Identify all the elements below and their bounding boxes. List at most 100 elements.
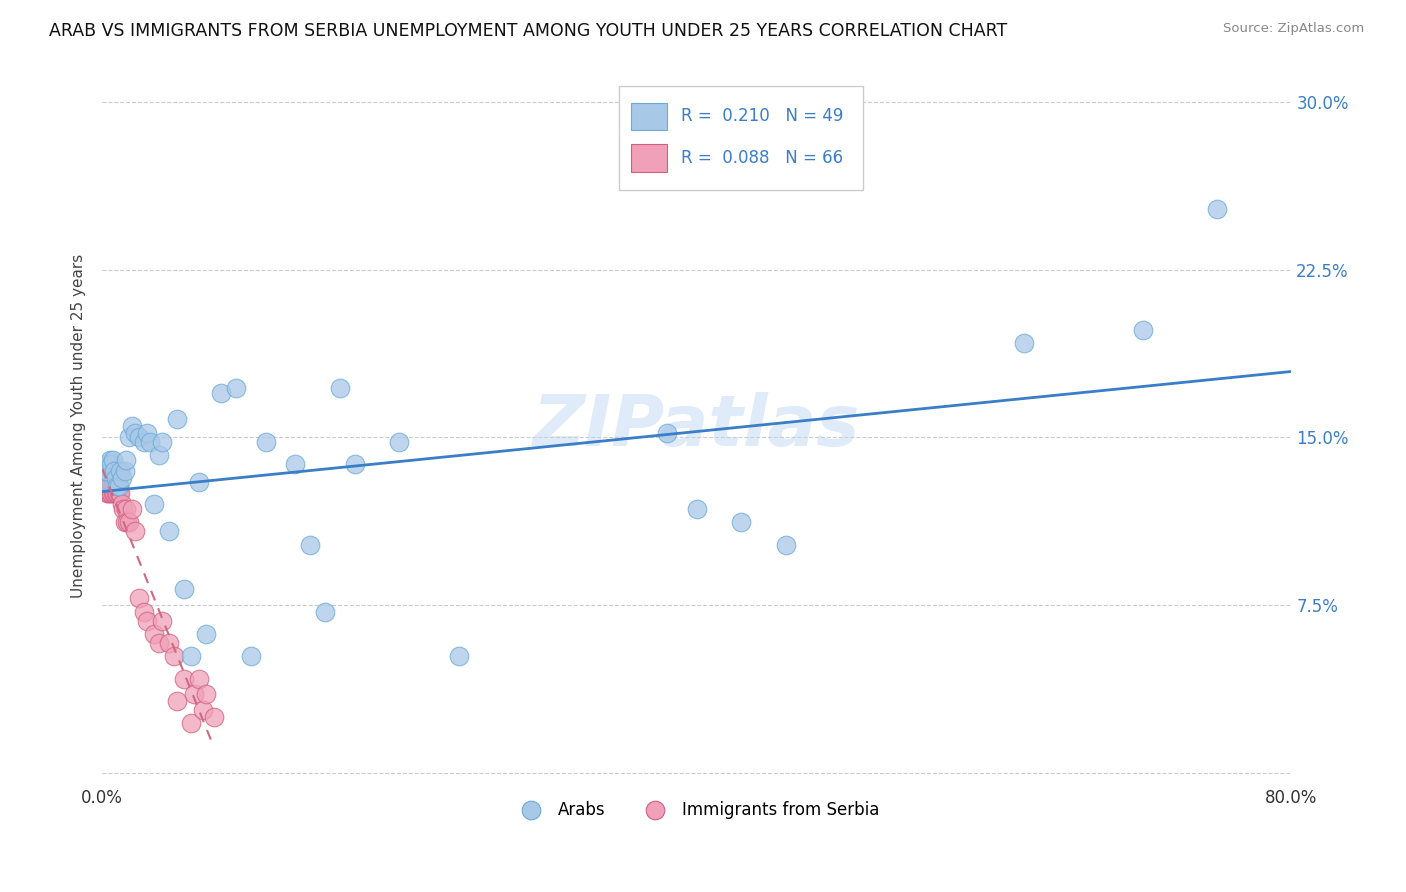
Point [100, 479, 122, 493]
Point [96, 475, 118, 489]
Point [97, 475, 120, 489]
Point [128, 591, 150, 606]
Point [239, 649, 262, 664]
Point [187, 672, 209, 686]
Point [101, 486, 124, 500]
Point [93, 475, 115, 489]
Point [1012, 336, 1035, 351]
FancyBboxPatch shape [631, 103, 666, 130]
Point [195, 627, 218, 641]
Point [98, 486, 121, 500]
Point [103, 464, 125, 478]
Point [93, 470, 115, 484]
Point [96, 464, 118, 478]
Point [115, 501, 138, 516]
Point [225, 381, 247, 395]
Point [254, 434, 277, 449]
Point [202, 709, 225, 723]
Point [94, 464, 117, 478]
Point [96, 470, 118, 484]
Point [284, 457, 307, 471]
Point [98, 475, 121, 489]
Point [97, 479, 120, 493]
Point [128, 430, 150, 444]
Text: ZIPatlas: ZIPatlas [533, 392, 860, 460]
Point [93, 475, 115, 489]
Point [209, 385, 232, 400]
Point [100, 475, 122, 489]
Point [388, 434, 411, 449]
Point [97, 486, 120, 500]
Point [111, 501, 134, 516]
Point [139, 434, 162, 449]
Point [343, 457, 366, 471]
Legend: Arabs, Immigrants from Serbia: Arabs, Immigrants from Serbia [508, 794, 886, 825]
Point [157, 636, 180, 650]
Point [94, 470, 117, 484]
Point [97, 457, 120, 471]
Point [187, 475, 209, 489]
Point [114, 464, 136, 478]
Point [150, 434, 173, 449]
Point [150, 614, 173, 628]
Point [110, 470, 132, 484]
Point [329, 381, 352, 395]
Point [173, 582, 195, 597]
Point [110, 497, 132, 511]
Point [730, 515, 752, 529]
Point [314, 605, 336, 619]
Point [105, 479, 128, 493]
Point [162, 649, 184, 664]
Y-axis label: Unemployment Among Youth under 25 years: Unemployment Among Youth under 25 years [72, 254, 86, 599]
Text: R =  0.210   N = 49: R = 0.210 N = 49 [682, 107, 844, 126]
Point [93, 479, 115, 493]
Point [98, 452, 121, 467]
Point [100, 486, 122, 500]
Point [143, 497, 166, 511]
Point [121, 501, 143, 516]
Point [143, 627, 166, 641]
Point [94, 470, 117, 484]
Point [118, 430, 141, 444]
Point [93, 475, 115, 489]
FancyBboxPatch shape [620, 87, 863, 190]
Point [103, 486, 125, 500]
Point [173, 672, 195, 686]
Point [96, 479, 118, 493]
Point [104, 486, 127, 500]
Point [103, 479, 125, 493]
FancyBboxPatch shape [631, 145, 666, 171]
Point [96, 475, 118, 489]
Point [107, 486, 129, 500]
Point [121, 419, 143, 434]
Point [97, 475, 120, 489]
Point [96, 486, 118, 500]
Point [115, 452, 138, 467]
Point [447, 649, 470, 664]
Point [108, 464, 131, 478]
Point [114, 515, 136, 529]
Point [148, 636, 170, 650]
Point [107, 479, 129, 493]
Point [107, 479, 129, 493]
Point [93, 475, 115, 489]
Point [105, 479, 128, 493]
Point [117, 515, 139, 529]
Point [157, 524, 180, 538]
Point [96, 479, 118, 493]
Point [132, 434, 155, 449]
Point [94, 479, 117, 493]
Point [93, 470, 115, 484]
Point [195, 687, 218, 701]
Point [104, 470, 127, 484]
Point [193, 703, 215, 717]
Point [135, 614, 157, 628]
Point [132, 605, 155, 619]
Point [166, 694, 188, 708]
Point [180, 716, 202, 731]
Point [180, 649, 202, 664]
Point [686, 501, 709, 516]
Point [101, 475, 124, 489]
Point [97, 479, 120, 493]
Point [108, 486, 131, 500]
